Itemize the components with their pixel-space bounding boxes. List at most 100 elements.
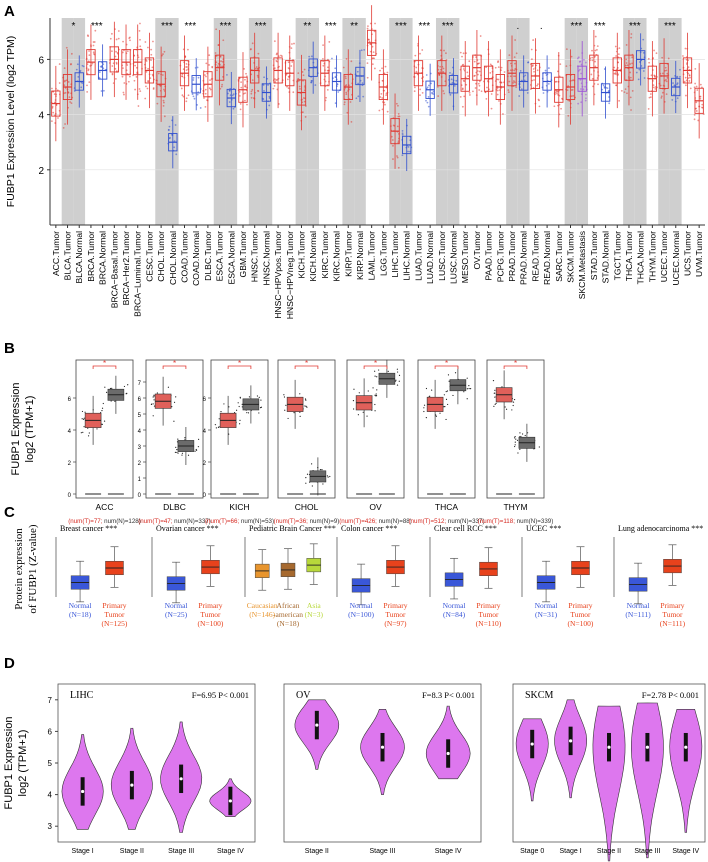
data-point-a — [196, 93, 199, 96]
data-point-a — [91, 62, 94, 65]
data-point-a — [439, 65, 442, 68]
significance-a: . — [540, 21, 543, 32]
data-point-a — [322, 64, 325, 67]
data-point-a — [373, 30, 376, 33]
data-point-b — [520, 435, 522, 438]
data-point-a — [565, 48, 568, 51]
data-point-a — [630, 33, 633, 35]
data-point-a — [478, 70, 481, 73]
facet-name-d: OV — [296, 690, 311, 701]
data-point-a — [676, 83, 678, 86]
data-point-a — [287, 75, 290, 78]
data-point-a — [665, 93, 668, 95]
data-point-a — [386, 71, 389, 74]
data-point-b — [284, 409, 286, 411]
data-point-b — [177, 452, 179, 454]
data-point-a — [50, 120, 53, 123]
data-point-b — [431, 389, 433, 391]
data-point-a — [268, 95, 271, 98]
data-point-a — [181, 75, 184, 78]
data-point-a — [380, 92, 383, 95]
data-point-b — [96, 428, 98, 430]
data-point-a — [679, 75, 681, 78]
data-point-a — [625, 62, 628, 64]
data-point-a — [665, 80, 668, 83]
y-tick-label-a: 4 — [38, 111, 44, 122]
data-point-a — [672, 82, 674, 84]
x-tick-label-a: OV.Tumor — [472, 231, 482, 270]
data-point-b — [425, 387, 428, 390]
data-point-a — [391, 139, 394, 141]
x-tick-label-a: STAD.Tumor — [589, 231, 599, 280]
data-point-b — [468, 385, 470, 387]
group-label-c: -american — [273, 610, 303, 619]
data-point-a — [293, 42, 295, 45]
y-tick-label-b: 6 — [203, 397, 207, 403]
data-point-b — [194, 450, 196, 452]
data-point-a — [257, 52, 260, 55]
sig-star-b: * — [374, 359, 377, 368]
data-point-b — [448, 380, 450, 382]
data-point-a — [384, 103, 386, 106]
data-point-b — [376, 376, 378, 378]
data-point-a — [673, 93, 675, 96]
data-point-a — [232, 93, 235, 96]
y-axis-label-d-1: FUBP1 Expression — [3, 717, 15, 810]
data-point-a — [303, 68, 306, 71]
data-point-a — [145, 60, 148, 62]
data-point-b — [311, 463, 313, 465]
data-point-a — [496, 87, 499, 90]
sig-star-b: * — [173, 359, 176, 368]
data-point-a — [689, 87, 692, 90]
data-point-a — [94, 29, 97, 32]
data-point-a — [507, 89, 510, 91]
facet-title-c: Breast cancer *** — [60, 524, 117, 533]
data-point-a — [246, 103, 248, 106]
data-point-a — [286, 78, 289, 81]
x-tick-label-a: STAD.Normal — [601, 231, 611, 283]
data-point-b — [283, 396, 286, 398]
data-point-a — [334, 67, 337, 70]
data-point-a — [591, 56, 594, 59]
data-point-a — [631, 90, 634, 92]
data-point-a — [122, 67, 124, 69]
data-point-a — [553, 105, 556, 108]
data-point-a — [585, 93, 587, 96]
data-point-a — [208, 87, 211, 90]
data-point-a — [684, 47, 687, 50]
data-point-a — [53, 93, 56, 95]
data-point-a — [638, 68, 641, 71]
data-point-a — [310, 79, 313, 82]
data-point-a — [513, 75, 515, 78]
data-point-a — [345, 91, 348, 94]
data-point-b — [494, 389, 496, 391]
data-point-b — [239, 397, 241, 399]
x-tick-label-a: GBM.Tumor — [238, 231, 248, 278]
data-point-a — [556, 70, 559, 73]
group-label-c: (N=110) — [476, 619, 502, 628]
data-point-a — [631, 62, 633, 65]
data-point-a — [180, 87, 183, 90]
data-point-b — [101, 423, 103, 425]
data-point-a — [291, 43, 293, 45]
data-point-a — [436, 85, 439, 88]
data-point-a — [287, 87, 290, 90]
n-normal-b: num(N)=88) — [377, 518, 412, 525]
sample-size-b: (num(T)=426; num(N)=88) — [339, 518, 412, 525]
data-point-a — [70, 102, 73, 104]
data-point-a — [123, 82, 126, 84]
data-point-a — [196, 103, 198, 106]
data-point-a — [497, 60, 500, 63]
data-point-a — [421, 91, 424, 94]
data-point-a — [239, 102, 242, 105]
data-point-a — [185, 63, 188, 65]
data-point-b — [514, 441, 516, 443]
data-point-a — [302, 97, 305, 99]
group-label-c: (N=84) — [443, 610, 466, 619]
data-point-a — [579, 60, 582, 63]
data-point-a — [643, 77, 646, 79]
data-point-a — [82, 65, 85, 68]
data-point-a — [215, 28, 218, 31]
data-point-b — [353, 388, 355, 390]
x-tick-label-a: LGG.Tumor — [378, 231, 388, 276]
